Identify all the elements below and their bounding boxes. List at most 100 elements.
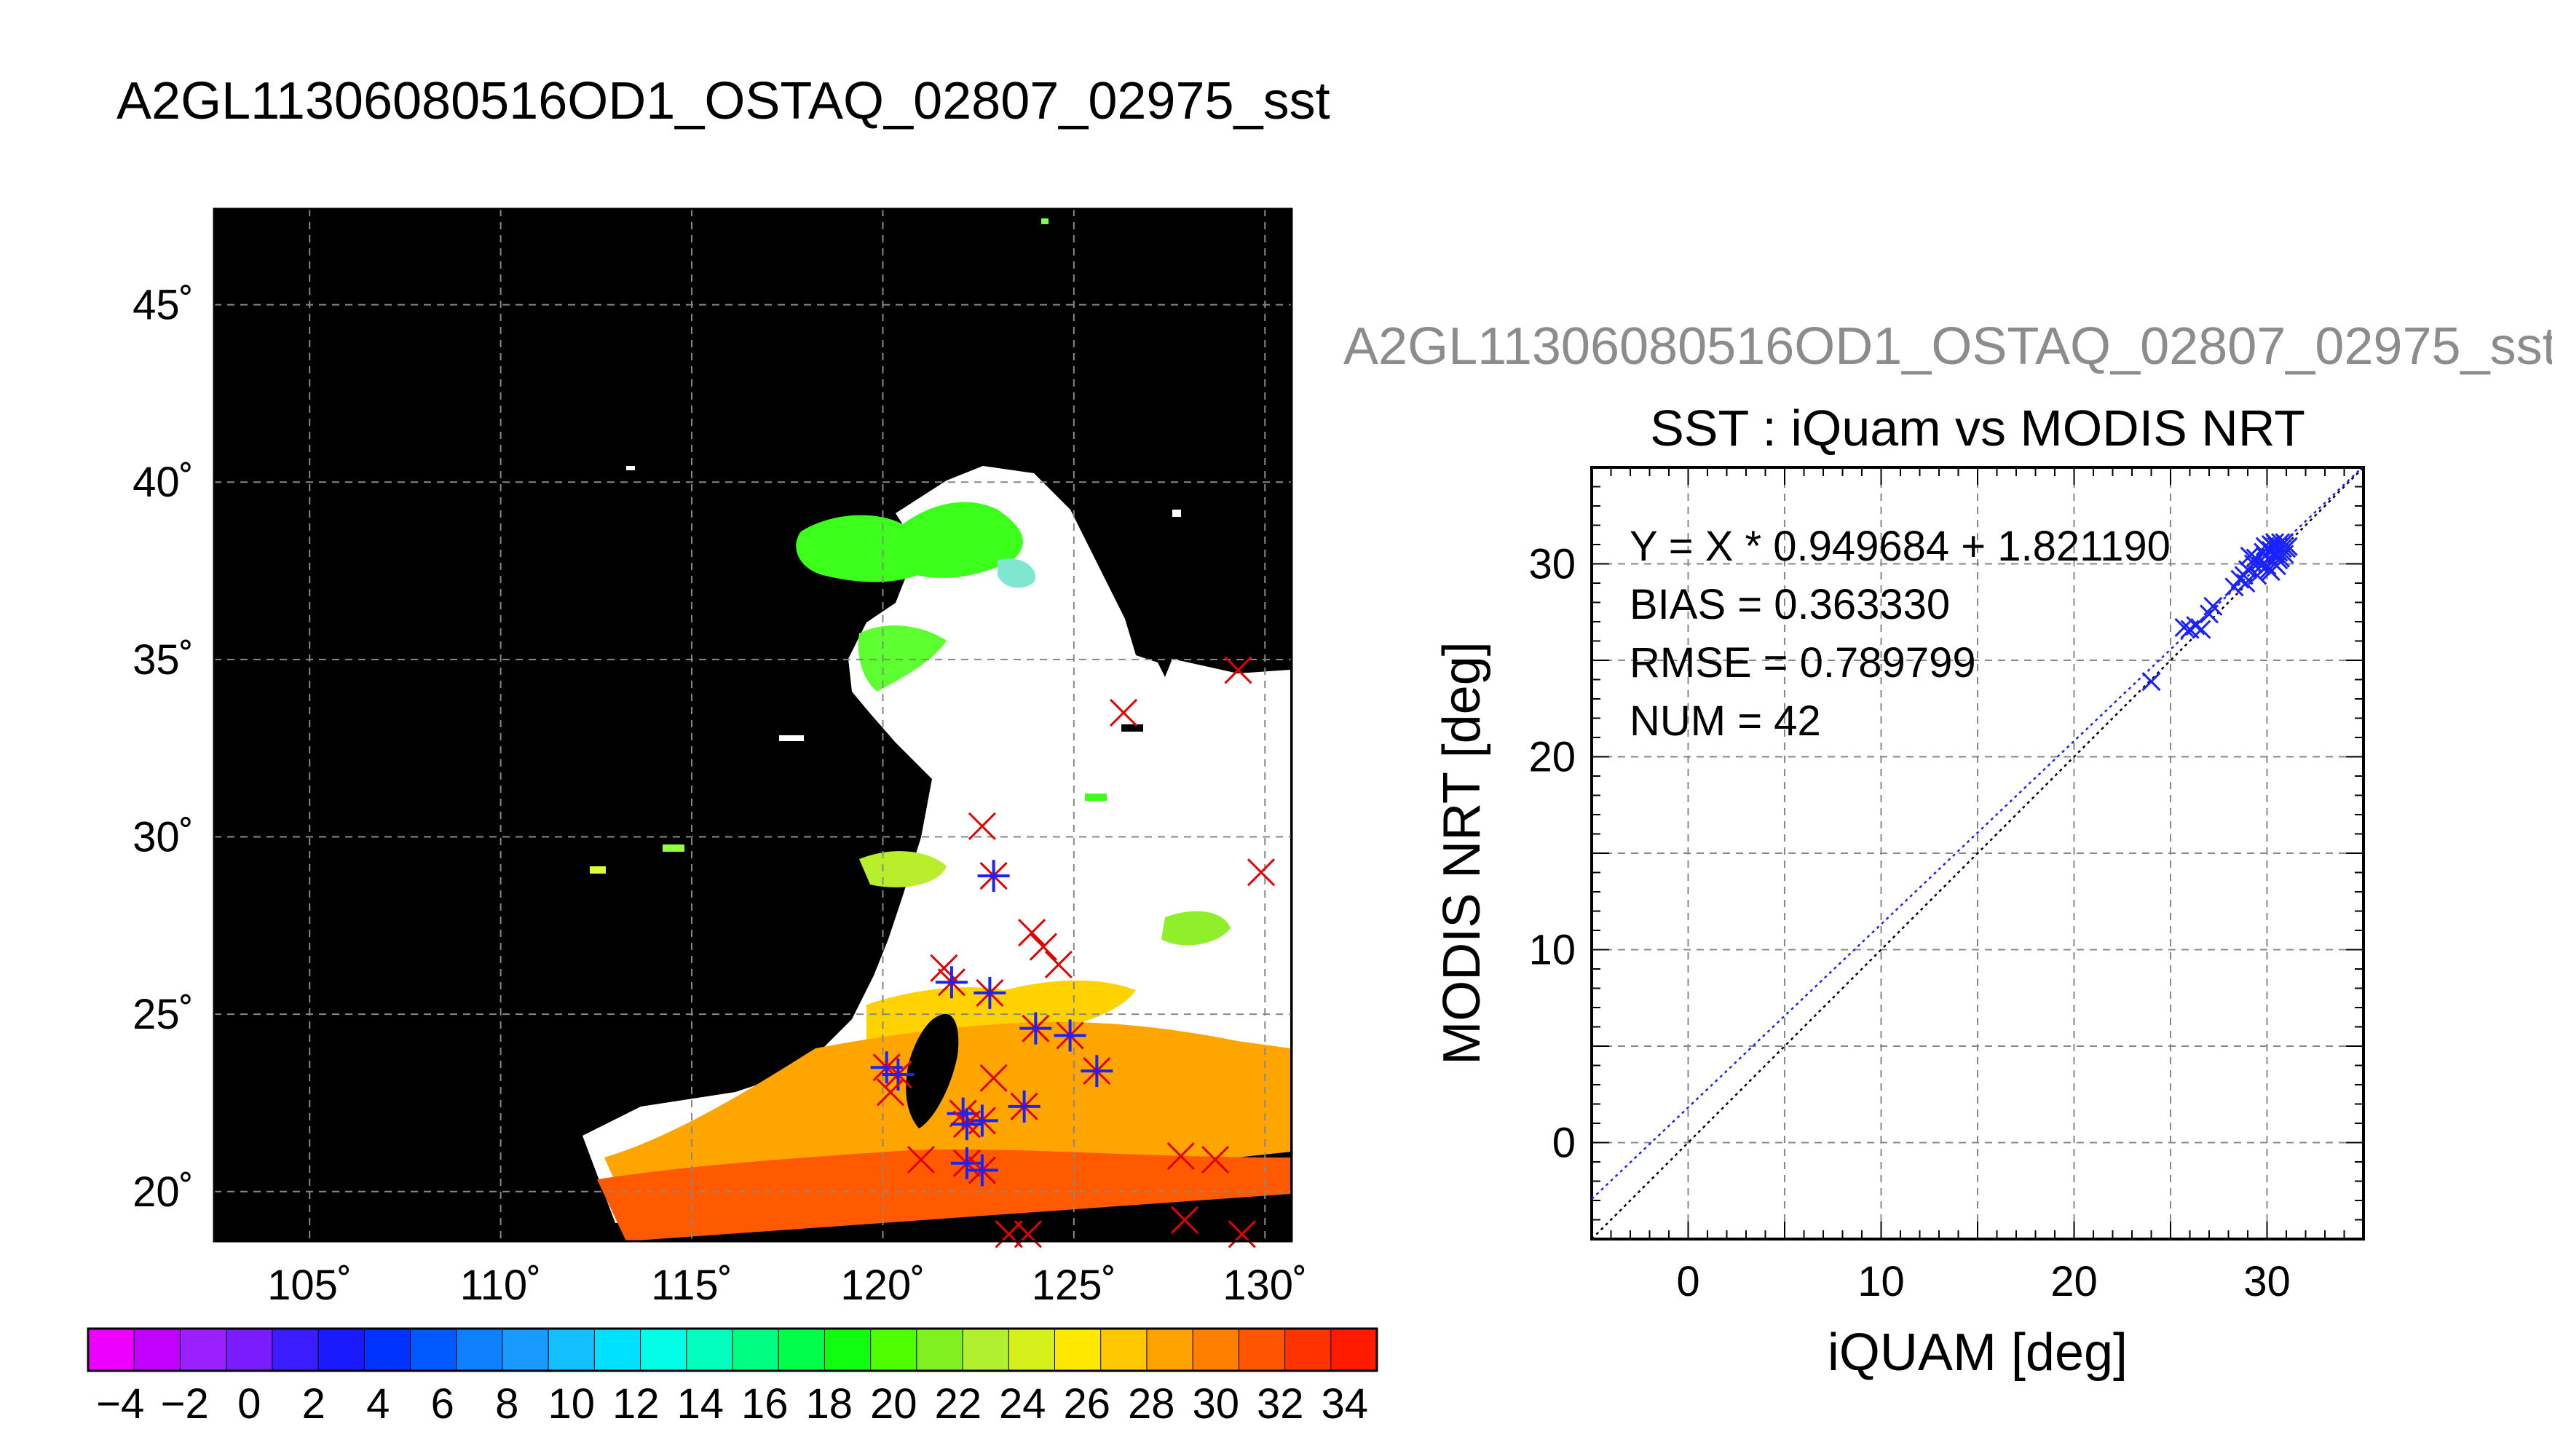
colorbar-cell xyxy=(502,1328,550,1372)
swath-green-mid xyxy=(1161,911,1231,946)
stat-fit: Y = X * 0.949684 + 1.821190 xyxy=(1630,523,2171,570)
match-marker xyxy=(1044,950,1073,978)
scatter-title: SST : iQuam vs MODIS NRT xyxy=(1650,400,2305,456)
colorbar-label: 8 xyxy=(495,1380,518,1428)
stat-num: NUM = 42 xyxy=(1630,697,1821,745)
main-title: A2GL11306080516OD1_OSTAQ_02807_02975_sst xyxy=(117,72,1330,130)
match-marker xyxy=(1224,656,1252,684)
x-tick-label: 10 xyxy=(1857,1258,1905,1305)
sst-map: 45˚40˚35˚30˚25˚20˚ 105˚ 110˚ 115˚ 120˚ 125˚ 1… xyxy=(133,207,1307,1309)
colorbar-label: 12 xyxy=(612,1380,660,1428)
lat-tick-label: 45˚ xyxy=(133,282,194,329)
match-marker xyxy=(1228,1220,1256,1249)
match-marker xyxy=(965,1154,998,1187)
colorbar-labels: −4 −2 0 2 4 6 8 10 12 14 16 18 20 22 24 26 28 30 32 34 xyxy=(96,1380,1368,1428)
lat-tick-labels: 45˚ 40˚ 35˚ 30˚ 25˚ 20˚ xyxy=(133,282,194,1216)
x-tick-label: 20 xyxy=(2050,1258,2098,1305)
scatter-point xyxy=(2269,550,2289,570)
colorbar-label: 18 xyxy=(805,1380,853,1428)
colorbar-cell xyxy=(1146,1328,1194,1372)
x-axis-label: iQUAM [deg] xyxy=(1828,1324,2128,1382)
colorbar-label: −2 xyxy=(161,1380,209,1428)
colorbar-cell xyxy=(179,1328,227,1372)
colorbar-cell xyxy=(593,1328,641,1372)
lon-tick-label: 115˚ xyxy=(651,1262,732,1309)
scatter-point xyxy=(2186,616,2205,636)
match-marker xyxy=(1029,933,1057,961)
lat-tick-label: 35˚ xyxy=(133,636,194,684)
lat-tick-label: 25˚ xyxy=(133,991,194,1038)
match-marker xyxy=(907,1145,935,1174)
x-tick-label: 0 xyxy=(1676,1258,1699,1305)
match-marker xyxy=(1201,1145,1230,1174)
colorbar-label: 4 xyxy=(366,1380,390,1428)
colorbar-label: 26 xyxy=(1063,1380,1110,1428)
scatter-point xyxy=(2265,533,2285,553)
match-marker xyxy=(968,812,996,840)
colorbar-label: 30 xyxy=(1192,1380,1239,1428)
match-marker xyxy=(950,1147,983,1179)
map-frame xyxy=(213,207,1293,1243)
colorbar-cell xyxy=(916,1328,964,1372)
colorbar-cell xyxy=(1192,1328,1240,1372)
scatter-point xyxy=(2192,620,2211,639)
scatter-point xyxy=(2203,596,2223,616)
colorbar-cell xyxy=(548,1328,596,1372)
scatter-point xyxy=(2263,537,2283,556)
match-marker xyxy=(950,1108,983,1141)
colorbar-label: 6 xyxy=(431,1380,454,1428)
colorbar-cell xyxy=(1284,1328,1332,1372)
colorbar-cell xyxy=(1238,1328,1286,1372)
y-axis-label: MODIS NRT [deg] xyxy=(1433,641,1491,1065)
match-marker xyxy=(1054,1019,1086,1052)
scatter-points xyxy=(2141,533,2298,692)
colorbar-cell xyxy=(410,1328,457,1372)
colorbar-cell xyxy=(870,1328,917,1372)
colorbar-label: 24 xyxy=(999,1380,1046,1428)
y-tick-label: 20 xyxy=(1528,734,1576,781)
colorbar-cell xyxy=(1330,1328,1378,1372)
colorbar-cell xyxy=(87,1328,135,1372)
swath-green-north xyxy=(796,502,1023,582)
colorbar-label: 32 xyxy=(1257,1380,1304,1428)
colorbar-frame xyxy=(87,1327,1378,1372)
colorbar-cells xyxy=(87,1328,1378,1372)
colorbar-cell xyxy=(272,1328,320,1372)
colorbar-cell xyxy=(317,1328,366,1372)
colorbar-cell xyxy=(824,1328,872,1372)
colorbar-cell xyxy=(1054,1328,1102,1372)
colorbar-label: 28 xyxy=(1128,1380,1175,1428)
swath-cyan-patch xyxy=(998,558,1035,588)
one-to-one-line xyxy=(1591,467,2364,1240)
colorbar-cell xyxy=(962,1328,1010,1372)
colorbar-cell xyxy=(133,1328,181,1372)
lat-tick-label: 40˚ xyxy=(133,459,194,506)
match-marker xyxy=(979,1064,1008,1092)
scatter-point xyxy=(2255,546,2275,566)
colorbar-label: 16 xyxy=(741,1380,789,1428)
sst-swath xyxy=(583,218,1290,1241)
stats-box: Y = X * 0.949684 + 1.821190 BIAS = 0.363… xyxy=(1630,523,2171,745)
scatter-lines xyxy=(1591,467,2364,1240)
colorbar-cell xyxy=(640,1328,687,1372)
match-marker xyxy=(977,860,1010,893)
y-tick-label: 30 xyxy=(1528,541,1576,588)
y-tick-label: 0 xyxy=(1552,1120,1576,1167)
match-marker xyxy=(1170,1206,1199,1234)
match-marker xyxy=(947,1097,979,1130)
match-marker xyxy=(995,1220,1023,1249)
colorbar-cell xyxy=(1100,1328,1148,1372)
y-tick-label: 10 xyxy=(1528,927,1576,974)
colorbar-cell xyxy=(778,1328,826,1372)
match-marker xyxy=(974,976,1006,1009)
colorbar-cell xyxy=(226,1328,273,1372)
match-marker xyxy=(1018,919,1046,947)
match-marker xyxy=(1014,1220,1042,1249)
colorbar-cell xyxy=(363,1328,411,1372)
colorbar-label: 20 xyxy=(870,1380,917,1428)
colorbar-cell xyxy=(686,1328,733,1372)
match-marker xyxy=(1166,1142,1195,1171)
lon-tick-label: 110˚ xyxy=(460,1262,542,1309)
scatter-plot: SST : iQuam vs MODIS NRT 0 10 20 300102030 … xyxy=(1433,400,2365,1382)
lon-tick-label: 120˚ xyxy=(840,1262,925,1309)
